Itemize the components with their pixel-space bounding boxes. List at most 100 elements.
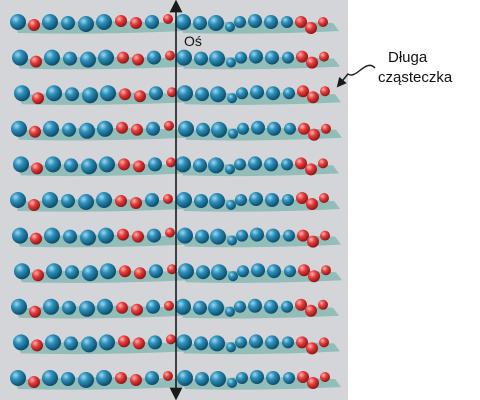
small-atom [117, 51, 129, 64]
small-atom [318, 299, 328, 310]
large-atom [266, 86, 280, 101]
large-atom [10, 192, 26, 208]
large-atom [226, 57, 236, 68]
small-atom [32, 269, 44, 282]
large-atom [44, 227, 60, 244]
small-atom [305, 163, 317, 176]
large-atom [78, 16, 94, 32]
large-atom [250, 227, 264, 242]
large-atom [195, 87, 209, 102]
large-atom [249, 49, 263, 64]
small-atom [297, 229, 309, 242]
small-atom [28, 199, 40, 211]
large-atom [63, 229, 77, 244]
large-atom [265, 193, 279, 207]
small-atom [166, 334, 176, 345]
large-atom [98, 49, 114, 66]
large-atom [176, 192, 192, 208]
small-atom [321, 123, 331, 134]
small-atom [115, 195, 127, 207]
large-atom [176, 334, 192, 351]
small-atom [306, 342, 318, 355]
small-atom [295, 16, 307, 28]
large-atom [236, 229, 248, 242]
small-atom [133, 160, 145, 173]
large-atom [145, 15, 159, 29]
large-atom [11, 298, 27, 315]
large-atom [178, 120, 194, 137]
small-atom [298, 122, 310, 135]
small-atom [32, 92, 44, 105]
large-atom [225, 164, 235, 175]
large-atom [145, 371, 159, 385]
large-atom [99, 334, 115, 351]
large-atom [227, 93, 237, 104]
large-atom [42, 192, 58, 208]
small-atom [163, 194, 173, 204]
large-atom [61, 16, 75, 30]
large-atom [45, 334, 61, 351]
small-atom [132, 53, 144, 66]
small-atom [115, 15, 127, 27]
large-atom [235, 194, 247, 206]
large-atom [236, 372, 248, 384]
large-atom [249, 192, 263, 206]
small-atom [116, 121, 128, 134]
small-atom [308, 270, 320, 283]
small-atom [30, 232, 42, 245]
small-atom [321, 265, 331, 276]
large-atom [283, 372, 295, 384]
large-atom [265, 335, 279, 350]
small-atom [118, 158, 130, 171]
large-atom [46, 263, 62, 280]
large-atom [194, 336, 208, 351]
large-atom [61, 372, 75, 386]
large-atom [100, 85, 116, 102]
large-atom [251, 120, 265, 135]
small-atom [308, 128, 320, 141]
small-atom [131, 303, 143, 316]
large-atom [283, 87, 295, 100]
large-atom [96, 370, 112, 386]
large-atom [282, 51, 294, 64]
large-atom [211, 264, 227, 281]
large-atom [227, 378, 237, 388]
large-atom [266, 228, 280, 243]
large-atom [146, 299, 160, 314]
small-atom [166, 157, 176, 168]
small-atom [307, 91, 319, 104]
large-atom [149, 264, 163, 279]
small-atom [296, 50, 308, 63]
large-atom [82, 265, 98, 282]
small-atom [130, 17, 142, 29]
large-atom [237, 122, 249, 135]
small-atom [119, 265, 131, 278]
small-atom [305, 304, 317, 317]
large-atom [100, 263, 116, 280]
large-atom [45, 156, 61, 173]
small-atom [131, 123, 143, 136]
small-atom [298, 264, 310, 277]
small-atom [306, 198, 318, 210]
large-atom [177, 227, 193, 244]
large-atom [148, 157, 162, 172]
small-atom [134, 267, 146, 280]
large-atom [96, 14, 112, 30]
large-atom [266, 371, 280, 385]
large-atom [237, 265, 249, 278]
large-atom [264, 157, 278, 172]
large-atom [96, 192, 112, 208]
large-atom [42, 14, 58, 30]
small-atom [164, 300, 174, 311]
large-atom [264, 299, 278, 314]
large-atom [208, 15, 224, 31]
small-atom [118, 335, 130, 348]
large-atom [251, 263, 265, 278]
large-atom [78, 372, 94, 388]
large-atom [61, 194, 75, 208]
large-atom [13, 334, 29, 351]
large-atom [234, 300, 246, 313]
large-atom [235, 336, 247, 349]
large-atom [281, 158, 293, 171]
